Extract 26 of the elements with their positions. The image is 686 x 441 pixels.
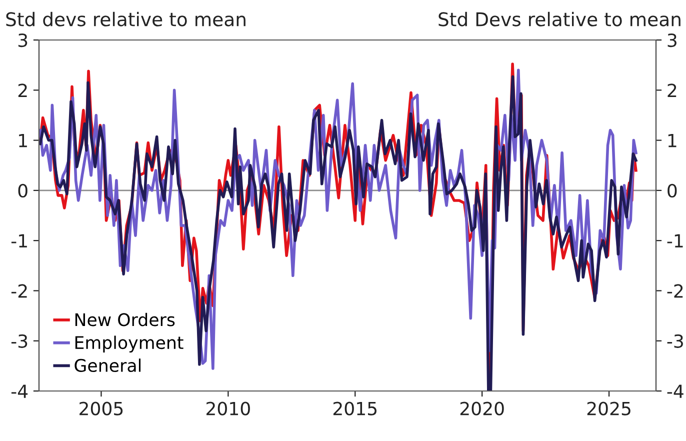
y2-axis-title: Std Devs relative to mean: [438, 12, 680, 26]
y2-tick-label: 0: [668, 184, 677, 198]
y2-tick-label: -4: [667, 384, 684, 398]
y-tick-label: 1: [19, 134, 27, 148]
x-tick-label: 2010: [206, 402, 250, 416]
y-tick-label: 3: [18, 33, 28, 48]
y2-tick-label: -3: [667, 334, 683, 348]
legend-label: Employment: [75, 336, 184, 352]
x-tick-label: 2005: [80, 402, 123, 416]
y-tick-label: -2: [11, 284, 27, 298]
x-tick-label: 2020: [460, 402, 504, 416]
y-tick-label: -3: [11, 334, 28, 348]
y2-tick-label: 3: [668, 33, 676, 48]
x-tick-label: 2015: [333, 402, 377, 416]
y2-tick-label: -1: [667, 234, 683, 248]
y2-tick-label: -2: [667, 284, 683, 298]
legend-label: New Orders: [75, 312, 175, 326]
y-tick-label: -1: [11, 234, 27, 248]
y2-tick-label: 2: [668, 84, 676, 98]
y-tick-label: 2: [18, 84, 27, 98]
x-tick-label: 2025: [587, 402, 630, 416]
y2-tick-label: 1: [668, 134, 676, 148]
y-axis-title: Std devs relative to mean: [6, 12, 246, 26]
y-tick-label: -4: [11, 384, 28, 398]
y-tick-label: 0: [18, 184, 28, 198]
legend-label: General: [74, 358, 141, 372]
